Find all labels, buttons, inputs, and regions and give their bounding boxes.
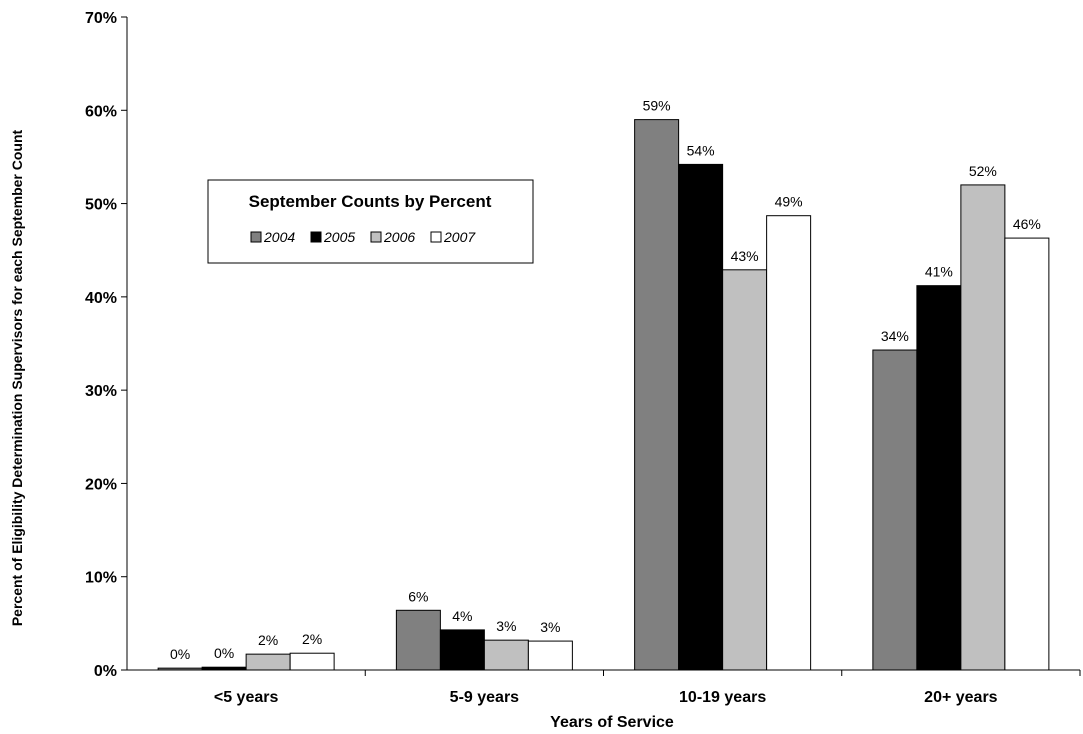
y-axis-title: Percent of Eligibility Determination Sup…	[9, 130, 25, 627]
bar-2004	[634, 119, 680, 671]
y-tick-label: 40%	[85, 290, 117, 307]
data-label: 4%	[452, 608, 472, 624]
bar-2004	[157, 667, 203, 671]
legend: September Counts by Percent 2004 2005 2006…	[207, 179, 534, 264]
x-tick-label: <5 years	[214, 689, 279, 706]
bar-2007	[289, 652, 335, 671]
bar-2007	[766, 215, 812, 671]
bar-2004	[872, 349, 918, 671]
y-tick-label: 0%	[94, 663, 117, 680]
x-tick-label: 10-19 years	[679, 689, 766, 706]
data-label: 3%	[540, 619, 560, 635]
data-label: 49%	[775, 194, 803, 210]
y-tick-label: 70%	[85, 10, 117, 27]
data-label: 41%	[925, 264, 953, 280]
y-tick-label: 30%	[85, 383, 117, 400]
data-label: 59%	[643, 98, 671, 114]
legend-swatch	[310, 231, 322, 243]
data-label: 0%	[170, 646, 190, 662]
data-label: 54%	[687, 142, 715, 158]
legend-swatch	[430, 231, 442, 243]
bar-2007	[1004, 237, 1050, 671]
data-label: 6%	[408, 588, 428, 604]
axes: 0% 10% 20% 30% 40% 50% 60% 70% <5 years 5-9 years…	[85, 10, 1081, 706]
x-axis-title: Years of Service	[550, 714, 674, 731]
data-label: 46%	[1013, 216, 1041, 232]
bar-2005	[916, 285, 962, 671]
bar-2007	[527, 640, 573, 671]
bars	[157, 119, 1050, 671]
y-tick-label: 20%	[85, 476, 117, 493]
legend-label: 2005	[323, 229, 355, 245]
legend-title: September Counts by Percent	[249, 192, 492, 211]
bar-2005	[439, 629, 485, 671]
y-tick-label: 50%	[85, 197, 117, 214]
y-tick-label: 60%	[85, 103, 117, 120]
data-label: 2%	[302, 631, 322, 647]
legend-swatch	[370, 231, 382, 243]
data-labels: 0% 0% 2% 2% 6% 4% 3% 3% 59% 54% 43% 49% 34% 41% 52% 46%	[170, 98, 1041, 663]
x-tick-label: 5-9 years	[450, 689, 519, 706]
legend-swatch	[250, 231, 262, 243]
bar-2006	[722, 269, 768, 671]
legend-label: 2006	[383, 229, 415, 245]
bar-2005	[201, 666, 247, 671]
data-label: 0%	[214, 645, 234, 661]
bar-2005	[678, 163, 724, 671]
legend-box	[207, 179, 534, 264]
data-label: 2%	[258, 632, 278, 648]
bar-2006	[245, 653, 291, 671]
data-label: 43%	[731, 248, 759, 264]
x-tick-label: 20+ years	[924, 689, 998, 706]
data-label: 3%	[496, 618, 516, 634]
data-label: 52%	[969, 163, 997, 179]
legend-label: 2007	[443, 229, 476, 245]
y-tick-label: 10%	[85, 570, 117, 587]
bar-2004	[395, 609, 441, 671]
data-label: 34%	[881, 328, 909, 344]
bar-2006	[483, 639, 529, 671]
bar-2006	[960, 184, 1006, 671]
legend-label: 2004	[263, 229, 295, 245]
